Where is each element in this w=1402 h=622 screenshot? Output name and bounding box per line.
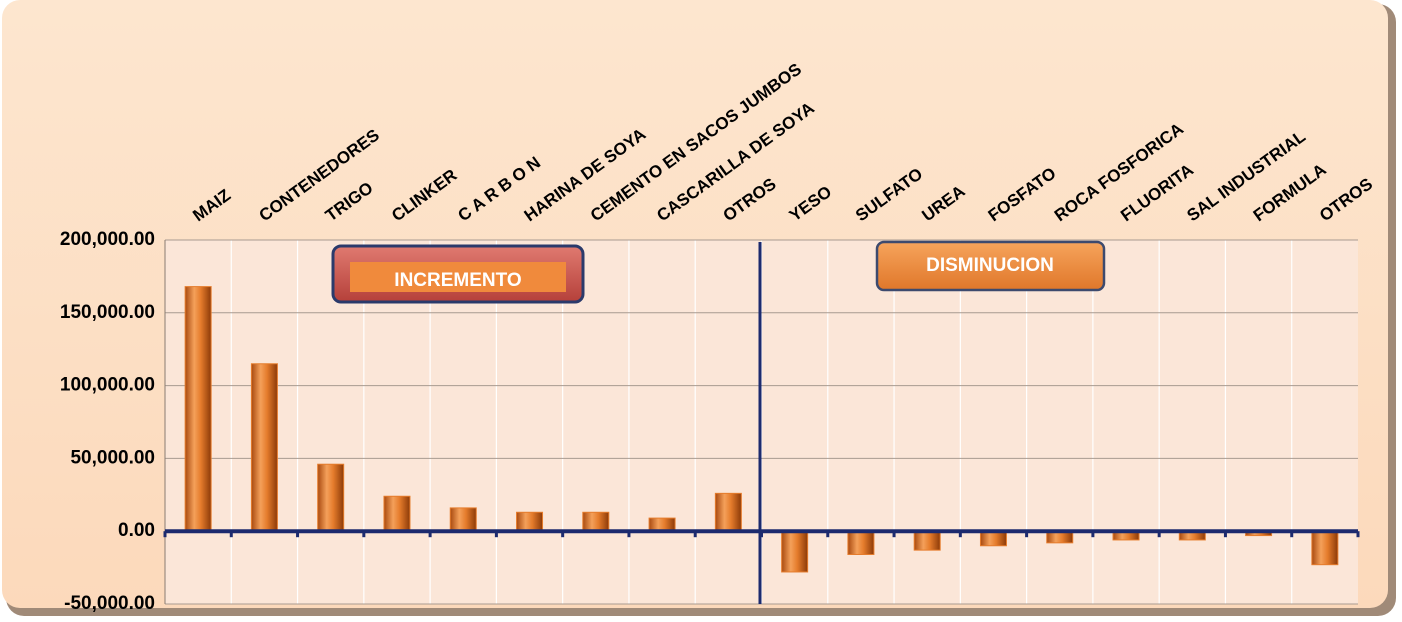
y-tick-label: 0.00: [118, 520, 155, 541]
y-tick-label: 100,000.00: [60, 375, 155, 396]
y-tick-label: 150,000.00: [60, 302, 155, 323]
bar: [383, 495, 411, 532]
bar: [1311, 530, 1339, 566]
y-tick-label: -50,000.00: [64, 593, 155, 614]
decrease-frame: [875, 240, 1106, 292]
annotation: INCREMENTO: [394, 270, 521, 291]
bar: [847, 530, 875, 555]
annotation: DISMINUCION: [926, 255, 1054, 276]
bar: [582, 511, 610, 532]
bar: [913, 530, 941, 551]
bar: [317, 463, 345, 532]
decrease-box: DISMINUCION: [875, 240, 1106, 292]
increment-inner: [350, 262, 566, 292]
bar: [184, 286, 212, 532]
bar: [516, 511, 544, 532]
bar: [449, 507, 477, 532]
bar: [714, 492, 742, 532]
y-tick-label: 50,000.00: [70, 447, 155, 468]
bar: [979, 530, 1007, 547]
y-tick-label: 200,000.00: [60, 229, 155, 250]
bar: [250, 363, 278, 532]
bar: [781, 530, 809, 573]
increment-box: INCREMENTO: [331, 244, 585, 304]
